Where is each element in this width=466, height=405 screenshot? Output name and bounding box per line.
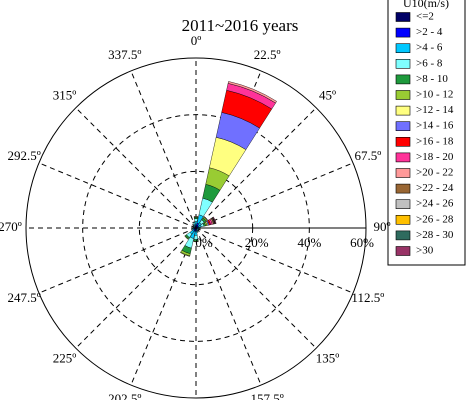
legend-swatch [396,184,410,193]
spoke-line [131,71,196,228]
legend-swatch [396,59,410,68]
r-tick-label: 0% [195,235,213,250]
angle-label: 135º [316,351,340,366]
legend-label: >4 - 6 [416,42,443,54]
legend-label: >18 - 20 [416,151,454,163]
legend-swatch [396,153,410,162]
angle-label: 337.5º [108,47,141,62]
legend-swatch [396,44,410,53]
legend-label: >20 - 22 [416,167,453,179]
angle-label: 0º [191,33,202,48]
r-tick-label: 20% [245,235,269,250]
angle-label: 112.5º [351,290,384,305]
legend-label: >28 - 30 [416,229,454,241]
legend-label: >14 - 16 [416,120,454,132]
legend-swatch [396,137,410,146]
angle-label: 202.5º [108,391,141,400]
r-tick-label: 40% [297,235,321,250]
legend-label: >6 - 8 [416,57,443,69]
spoke-line [196,228,353,293]
angle-label: 45º [319,87,336,102]
legend-swatch [396,13,410,22]
legend-label: >26 - 28 [416,213,454,225]
legend-label: >8 - 10 [416,73,448,85]
spoke-line [76,228,196,348]
angle-label: 292.5º [8,148,41,163]
angle-label: 157.5º [251,391,284,400]
legend-swatch [396,106,410,115]
angle-label: 90º [373,219,390,234]
spoke-line [76,108,196,228]
legend-swatch [396,200,410,209]
legend-swatch [396,231,410,240]
legend-label: >12 - 14 [416,104,454,116]
spoke-line [39,228,196,293]
angle-label: 270º [0,219,22,234]
legend-label: >16 - 18 [416,135,454,147]
legend-swatch [396,122,410,131]
legend-swatch [396,28,410,37]
legend-swatch [396,215,410,224]
angle-label: 225º [53,351,77,366]
wind-segment [194,219,197,222]
angle-label: 67.5º [354,148,381,163]
r-tick-label: 60% [350,235,374,250]
angle-label: 315º [53,87,77,102]
legend-swatch [396,91,410,100]
legend-swatch [396,247,410,256]
legend-label: >30 [416,245,434,257]
legend-swatch [396,75,410,84]
legend-swatch [396,169,410,178]
legend-label: >22 - 24 [416,182,454,194]
angle-label: 247.5º [8,290,41,305]
legend-label: >2 - 4 [416,26,443,38]
spoke-line [39,163,196,228]
legend-label: >24 - 26 [416,198,454,210]
legend-label: <=2 [416,11,434,23]
legend-label: >10 - 12 [416,89,453,101]
spoke-line [196,228,261,385]
wind-segment [193,227,194,228]
legend-title: U10(m/s) [403,0,449,10]
angle-label: 22.5º [254,47,281,62]
